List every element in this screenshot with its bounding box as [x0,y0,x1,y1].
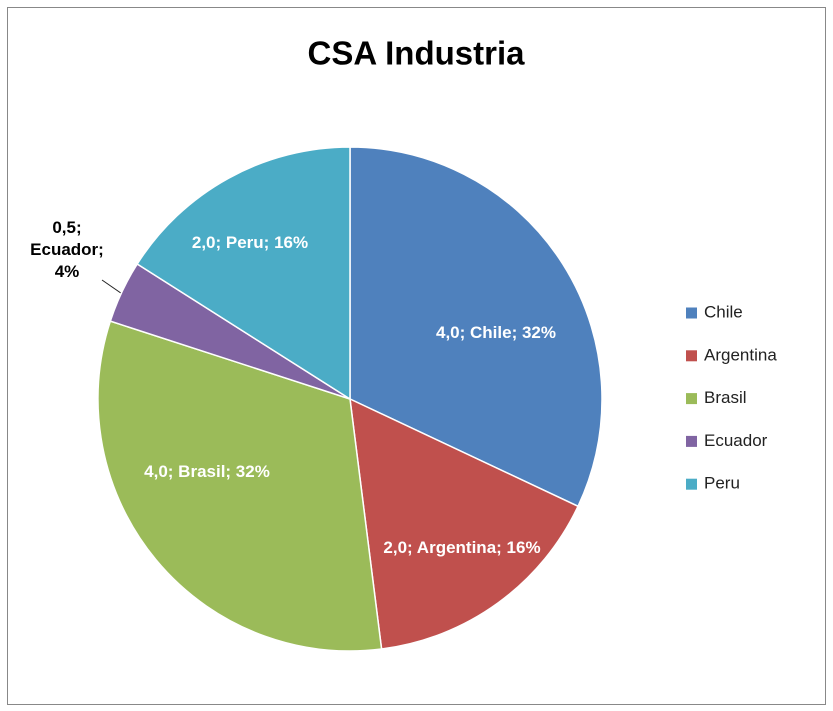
data-label: 4,0; Chile; 32% [436,323,556,342]
pie-slice [136,146,351,401]
legend-swatch [686,435,697,447]
legend-label: Brasil [704,388,747,407]
pie-slice [349,397,580,650]
pie-slice [349,146,603,508]
data-label: 0,5; Ecuador; 4% [30,218,104,281]
data-label: 2,0; Argentina; 16% [383,538,541,557]
legend-label: Ecuador [704,431,768,450]
legend-label: Peru [704,474,740,493]
legend-swatch [686,478,697,490]
legend-label: Argentina [704,345,777,364]
data-label: 4,0; Brasil; 32% [144,462,270,481]
legend-swatch [686,307,697,319]
legend-label: Chile [704,302,743,321]
pie-slice [97,320,383,652]
legend-swatch [686,393,697,405]
data-label: 2,0; Peru; 16% [191,233,309,252]
legend-swatch [686,350,697,362]
chart-title: CSA Industria [308,35,526,72]
